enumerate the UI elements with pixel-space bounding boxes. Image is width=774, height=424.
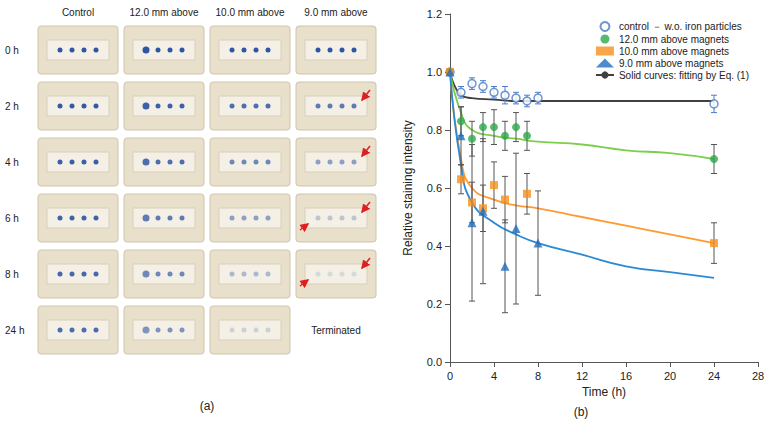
svg-text:(b): (b) [574, 405, 589, 419]
svg-text:Time (h): Time (h) [582, 385, 626, 399]
svg-text:10.0 mm above magnets: 10.0 mm above magnets [619, 46, 729, 57]
svg-text:6 h: 6 h [5, 213, 19, 224]
svg-text:1.2: 1.2 [427, 8, 442, 20]
svg-text:(a): (a) [200, 399, 215, 413]
svg-text:0.4: 0.4 [427, 240, 442, 252]
svg-text:Relative staining intensity: Relative staining intensity [401, 120, 415, 255]
svg-text:Control: Control [62, 7, 94, 18]
svg-text:28: 28 [752, 370, 764, 382]
svg-text:0.6: 0.6 [427, 182, 442, 194]
svg-text:Solid curves: fitting by Eq. (: Solid curves: fitting by Eq. (1) [619, 70, 749, 81]
svg-text:9.0 mm above: 9.0 mm above [304, 7, 368, 18]
svg-text:1.0: 1.0 [427, 66, 442, 78]
svg-text:0.0: 0.0 [427, 356, 442, 368]
svg-text:4 h: 4 h [5, 157, 19, 168]
svg-text:0 h: 0 h [5, 45, 19, 56]
svg-text:24: 24 [708, 370, 720, 382]
svg-text:8: 8 [535, 370, 541, 382]
svg-text:16: 16 [620, 370, 632, 382]
svg-text:Terminated: Terminated [311, 325, 360, 336]
svg-text:0.2: 0.2 [427, 298, 442, 310]
svg-text:12: 12 [576, 370, 588, 382]
svg-text:12.0 mm above magnets: 12.0 mm above magnets [619, 34, 729, 45]
svg-text:2 h: 2 h [5, 101, 19, 112]
svg-text:8 h: 8 h [5, 269, 19, 280]
svg-text:24 h: 24 h [5, 325, 24, 336]
svg-text:control － w.o. iron particles: control － w.o. iron particles [619, 21, 742, 32]
svg-text:4: 4 [491, 370, 497, 382]
svg-text:0.8: 0.8 [427, 124, 442, 136]
svg-text:9.0 mm above magnets: 9.0 mm above magnets [619, 58, 724, 69]
svg-text:10.0 mm above: 10.0 mm above [216, 7, 285, 18]
svg-text:0: 0 [447, 370, 453, 382]
svg-text:12.0 mm above: 12.0 mm above [130, 7, 199, 18]
svg-text:20: 20 [664, 370, 676, 382]
